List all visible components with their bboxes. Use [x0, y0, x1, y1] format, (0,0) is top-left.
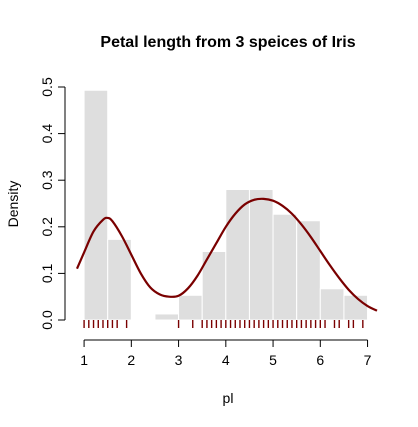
histogram-bar — [225, 189, 250, 321]
x-tick-label: 7 — [364, 352, 372, 368]
histogram-bar — [83, 89, 109, 321]
histogram-bar — [343, 294, 369, 321]
histogram-bar — [319, 288, 345, 321]
histogram-bar — [272, 213, 298, 321]
y-tick-label: 0.1 — [39, 263, 55, 283]
x-axis-label: pl — [223, 390, 234, 406]
x-tick-label: 2 — [127, 352, 135, 368]
y-tick-label: 0.2 — [39, 217, 55, 237]
x-tick-label: 4 — [222, 352, 230, 368]
x-tick-label: 1 — [80, 352, 88, 368]
histogram-bars — [83, 89, 369, 321]
y-tick-label: 0.3 — [39, 170, 55, 190]
y-axis-label: Density — [5, 181, 21, 228]
x-axis: 1 2 3 4 5 6 7 — [80, 339, 372, 368]
histogram-bar — [248, 189, 274, 321]
y-tick-label: 0.0 — [39, 310, 55, 330]
density-curve — [75, 197, 378, 312]
chart-title: Petal length from 3 speices of Iris — [100, 34, 355, 51]
x-tick-label: 6 — [316, 352, 324, 368]
histogram-bar — [296, 220, 321, 321]
y-axis: 0.0 0.1 0.2 0.3 0.4 0.5 — [39, 77, 66, 330]
histogram-bar — [107, 238, 132, 321]
rug-marks — [83, 320, 364, 328]
x-tick-label: 5 — [269, 352, 277, 368]
histogram-bar — [178, 294, 203, 321]
density-curve-layer — [75, 197, 378, 312]
y-tick-label: 0.4 — [39, 124, 55, 144]
x-tick-label: 3 — [175, 352, 183, 368]
histogram-bar — [154, 313, 180, 321]
y-tick-label: 0.5 — [39, 77, 55, 97]
